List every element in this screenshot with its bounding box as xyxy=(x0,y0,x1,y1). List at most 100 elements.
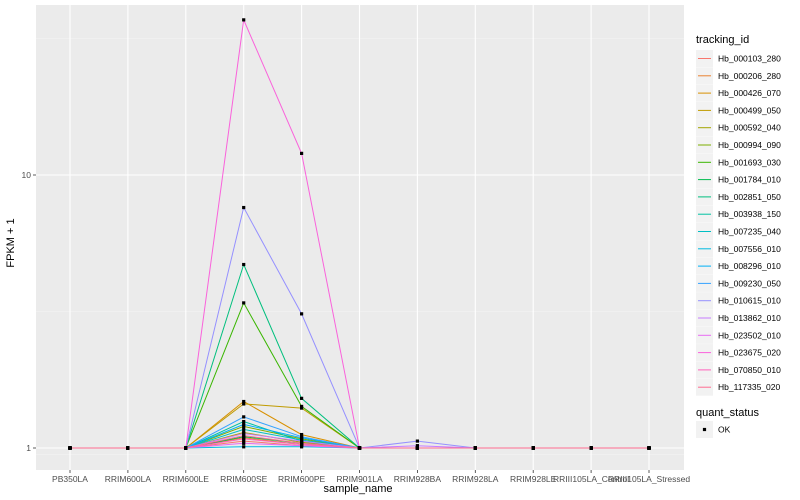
data-point xyxy=(300,406,304,410)
x-tick-label: RRIM600LA xyxy=(105,474,152,484)
x-tick-label: RRIII105LA_Stressed xyxy=(608,474,690,484)
legend-item: Hb_002851_050 xyxy=(696,188,781,206)
x-tick-label: RRIM600LE xyxy=(163,474,210,484)
legend-label: Hb_001693_030 xyxy=(718,157,781,167)
square-icon xyxy=(702,427,707,432)
data-point xyxy=(300,432,304,437)
legend-label: Hb_117335_020 xyxy=(718,382,781,392)
legend-item: Hb_070850_010 xyxy=(696,361,781,379)
legend-label: Hb_070850_010 xyxy=(718,365,781,375)
data-point xyxy=(589,446,593,450)
legend-item: Hb_003938_150 xyxy=(696,205,781,223)
data-point xyxy=(184,446,188,450)
data-point xyxy=(415,446,419,450)
data-point xyxy=(242,301,246,305)
legend: tracking_id Hb_000103_280 Hb_000206_280 Hb… xyxy=(696,34,781,438)
legend-label: Hb_013862_010 xyxy=(718,313,781,323)
legend-item: Hb_010615_010 xyxy=(696,292,781,310)
legend-item: Hb_000499_050 xyxy=(696,101,781,119)
x-tick-label: RRIM928LE xyxy=(510,474,557,484)
legend-item: Hb_023502_010 xyxy=(696,326,781,344)
legend-label: Hb_001784_010 xyxy=(718,175,781,185)
shape-legend-title: quant_status xyxy=(696,407,759,419)
legend-label: Hb_000426_070 xyxy=(718,88,781,98)
shape-legend-label: OK xyxy=(718,425,731,435)
data-point xyxy=(242,18,246,22)
legend-item: Hb_000103_280 xyxy=(696,50,781,67)
x-tick-label: RRIM600PE xyxy=(278,474,326,484)
data-point xyxy=(68,446,72,450)
data-point xyxy=(126,446,130,450)
y-tick-label: 1 xyxy=(26,443,31,453)
data-point xyxy=(242,437,246,441)
data-point xyxy=(242,402,246,406)
legend-label: Hb_007556_010 xyxy=(718,244,781,254)
data-point xyxy=(415,444,419,448)
data-point xyxy=(242,205,246,210)
data-point xyxy=(242,434,246,438)
legend-label: Hb_009230_050 xyxy=(718,278,781,288)
legend-item: Hb_007235_040 xyxy=(696,223,781,240)
x-tick-label: RRIM928BA xyxy=(394,474,442,484)
data-point xyxy=(242,424,246,428)
data-point xyxy=(647,446,651,450)
legend-label: Hb_007235_040 xyxy=(718,227,781,237)
legend-label: Hb_023502_010 xyxy=(718,330,781,340)
data-points xyxy=(68,18,651,450)
legend-item: Hb_001693_030 xyxy=(696,153,781,171)
y-axis-ticks: 1 10 xyxy=(22,170,36,453)
legend-item: Hb_023675_020 xyxy=(696,344,781,362)
data-point xyxy=(473,446,477,450)
data-point xyxy=(242,431,246,436)
legend-label: Hb_002851_050 xyxy=(718,192,781,202)
legend-label: Hb_023675_020 xyxy=(718,348,781,358)
data-point xyxy=(300,441,304,445)
data-point xyxy=(300,439,304,443)
legend-item: Hb_000592_040 xyxy=(696,119,781,137)
data-point xyxy=(357,446,362,450)
data-point xyxy=(242,399,246,404)
legend-item: Hb_001784_010 xyxy=(696,171,781,189)
gridlines xyxy=(36,5,684,470)
data-point xyxy=(300,312,304,316)
data-point xyxy=(242,427,246,431)
data-point xyxy=(300,396,304,400)
legend-label: Hb_000592_040 xyxy=(718,123,781,133)
x-tick-label: RRIM600SE xyxy=(220,474,268,484)
data-point xyxy=(242,422,246,427)
legend-item: Hb_117335_020 xyxy=(696,378,781,396)
data-point xyxy=(300,151,304,155)
data-point xyxy=(242,419,246,424)
y-tick-label: 10 xyxy=(22,170,32,180)
x-tick-label: RRIII105LA_Control xyxy=(553,474,629,484)
legend-item: Hb_009230_050 xyxy=(696,274,781,292)
data-point xyxy=(242,445,246,449)
legend-label: Hb_000499_050 xyxy=(718,105,781,115)
data-point xyxy=(242,439,246,443)
data-point xyxy=(300,404,304,409)
x-axis-ticks: PB350LA RRIM600LA RRIM600LE RRIM600SE RRIM60… xyxy=(52,470,690,484)
legend-label: Hb_000206_280 xyxy=(718,71,781,81)
legend-label: Hb_003938_150 xyxy=(718,209,781,219)
legend-label: Hb_008296_010 xyxy=(718,261,781,271)
data-point xyxy=(242,441,246,445)
legend-item: Hb_007556_010 xyxy=(696,240,781,258)
data-point xyxy=(415,439,419,443)
legend-label: Hb_010615_010 xyxy=(718,296,781,306)
data-point xyxy=(242,262,246,267)
data-point xyxy=(300,435,304,439)
shape-legend-item: OK xyxy=(696,421,731,438)
y-axis-title: FPKM + 1 xyxy=(5,218,17,267)
data-point xyxy=(531,446,535,450)
x-tick-label: RRIM901LA xyxy=(336,474,383,484)
legend-item: Hb_000206_280 xyxy=(696,67,781,85)
legend-item: Hb_000994_090 xyxy=(696,136,781,154)
legend-item: Hb_000426_070 xyxy=(696,84,781,102)
legend-title: tracking_id xyxy=(696,34,749,46)
legend-label: Hb_000994_090 xyxy=(718,140,781,150)
legend-label: Hb_000103_280 xyxy=(718,54,781,64)
x-axis-title: sample_name xyxy=(323,483,392,495)
x-tick-label: RRIM928LA xyxy=(452,474,499,484)
legend-item: Hb_008296_010 xyxy=(696,257,781,275)
